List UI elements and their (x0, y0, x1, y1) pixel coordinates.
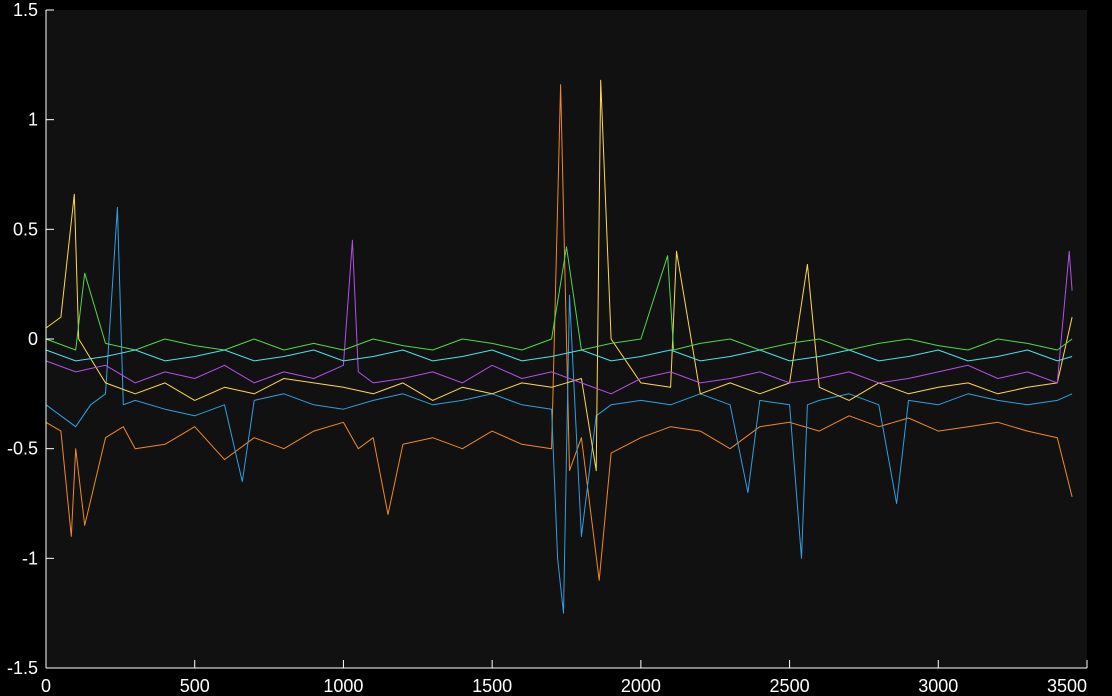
series-line-4 (45, 239, 1073, 395)
x-tick-label: 1500 (472, 676, 512, 696)
y-tick-label: -1 (22, 548, 38, 568)
x-tick-label: 1000 (323, 676, 363, 696)
series-line-1 (45, 84, 1073, 581)
y-tick-label: 1 (28, 110, 38, 130)
series-line-2 (45, 206, 1073, 614)
series-layer (45, 79, 1073, 614)
x-tick-label: 0 (41, 676, 51, 696)
series-line-6 (45, 349, 1073, 362)
y-tick-label: -1.5 (7, 658, 38, 678)
y-ticks: -1.5 -1 -0.5 0 0.5 1 1.5 (7, 0, 54, 678)
y-tick-label: 0 (28, 329, 38, 349)
y-tick-label: -0.5 (7, 439, 38, 459)
x-tick-label: 500 (180, 676, 210, 696)
x-ticks: 0 500 1000 1500 2000 2500 3000 3500 (41, 660, 1088, 696)
x-tick-label: 3000 (918, 676, 958, 696)
x-tick-label: 2000 (621, 676, 661, 696)
y-tick-label: 1.5 (13, 0, 38, 20)
series-line-5 (45, 246, 1073, 351)
x-tick-label: 3500 (1047, 676, 1087, 696)
series-line-3 (45, 79, 1073, 472)
x-tick-label: 2500 (770, 676, 810, 696)
y-tick-label: 0.5 (13, 219, 38, 239)
